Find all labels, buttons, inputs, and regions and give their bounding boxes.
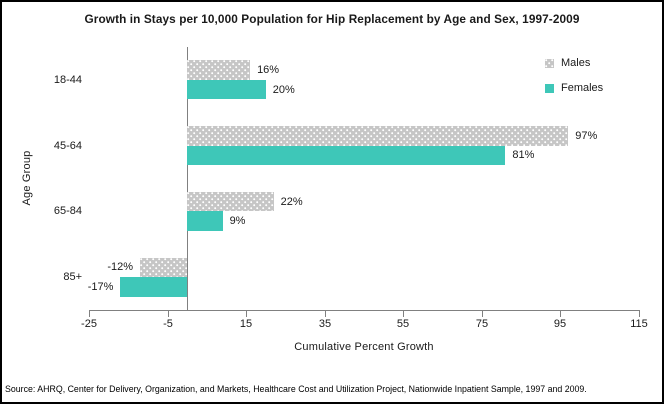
x-tick-label: 115 (630, 318, 648, 330)
bar-females-45-64 (187, 145, 506, 166)
x-tick-label: -25 (81, 318, 97, 330)
category-label: 18-44 (53, 73, 82, 86)
category-label: 45-64 (53, 139, 82, 152)
bar-value-label: -12% (107, 261, 134, 274)
bar-males-45-64 (187, 126, 569, 146)
x-tick (246, 311, 247, 317)
bar-females-18-44 (187, 79, 266, 100)
y-axis-label: Age Group (21, 150, 33, 206)
legend-item-females: Females (545, 82, 603, 95)
bar-females-85+ (120, 277, 188, 297)
source-note: Source: AHRQ, Center for Delivery, Organ… (5, 384, 587, 394)
category-label: 65-84 (53, 205, 82, 218)
x-tick-label: 75 (475, 318, 489, 330)
bar-females-65-84 (187, 211, 223, 231)
bar-value-label: 16% (257, 64, 280, 77)
x-tick-label: 55 (396, 318, 410, 330)
chart-title: Growth in Stays per 10,000 Population fo… (84, 12, 580, 26)
x-tick (325, 311, 326, 317)
females-legend-swatch (545, 84, 554, 93)
x-tick (403, 311, 404, 317)
x-tick (482, 311, 483, 317)
legend-item-males: Males (545, 57, 603, 70)
bar-value-label: 9% (229, 215, 246, 228)
x-tick (89, 311, 90, 317)
bar-males-85+ (140, 257, 188, 278)
bar-value-label: 20% (272, 83, 295, 96)
x-tick-label: 35 (318, 318, 332, 330)
bar-males-65-84 (187, 191, 274, 212)
legend-label-females: Females (561, 82, 604, 94)
bar-males-18-44 (187, 60, 251, 80)
bar-value-label: 22% (280, 195, 303, 208)
males-legend-swatch (545, 59, 554, 68)
x-tick-label: 15 (239, 318, 253, 330)
x-tick-label: -5 (163, 318, 173, 330)
bar-value-label: -17% (87, 280, 114, 293)
x-tick-label: 95 (553, 318, 567, 330)
x-tick (168, 311, 169, 317)
zero-axis-line (187, 47, 188, 310)
bar-value-label: 81% (512, 149, 535, 162)
x-axis-line (89, 310, 640, 311)
bar-value-label: 97% (575, 129, 598, 142)
x-tick (639, 311, 640, 317)
legend-label-males: Males (561, 57, 591, 69)
category-label: 85+ (63, 271, 82, 284)
legend: Males Females (545, 57, 603, 95)
x-tick (560, 311, 561, 317)
x-axis-label: Cumulative Percent Growth (294, 341, 434, 353)
